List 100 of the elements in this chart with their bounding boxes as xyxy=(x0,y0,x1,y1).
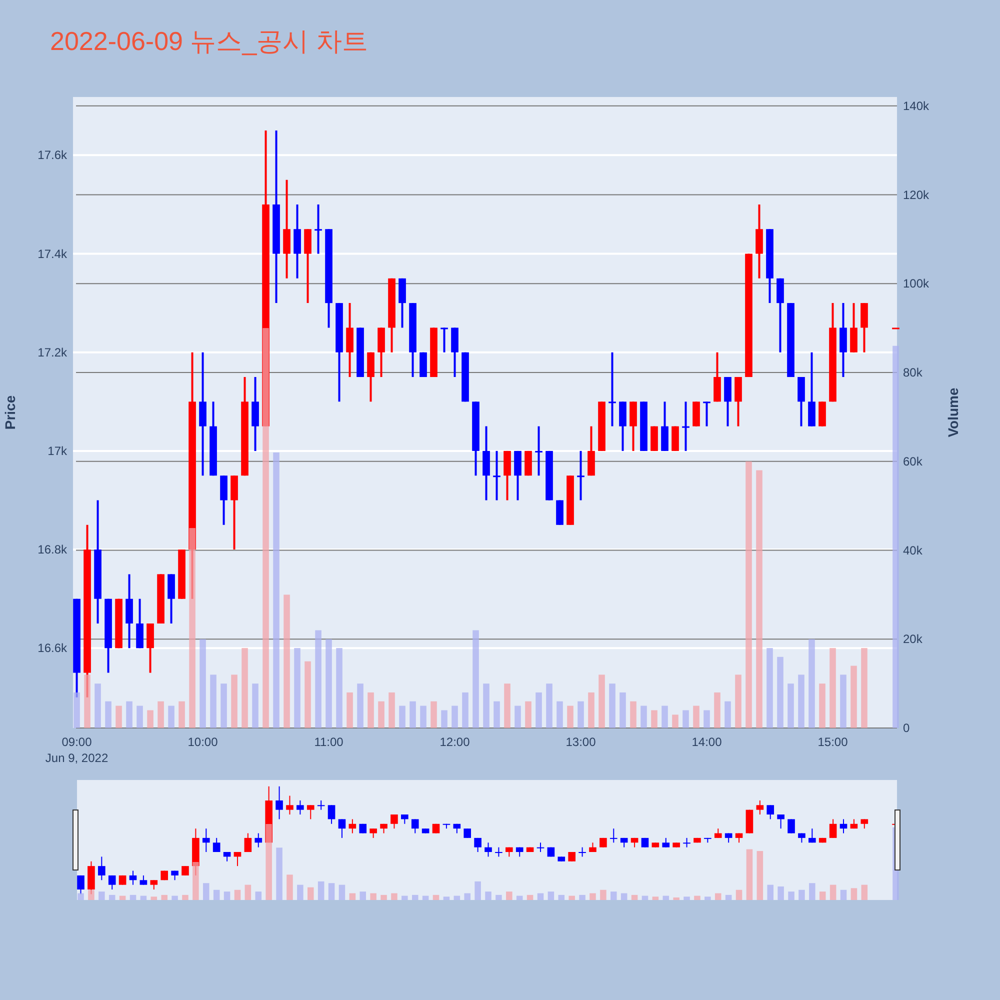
bar xyxy=(662,706,668,728)
candlestick xyxy=(608,351,616,428)
y2-axis-title: Volume xyxy=(945,388,961,438)
bar xyxy=(578,701,584,728)
bar xyxy=(735,674,742,728)
bar xyxy=(514,706,521,728)
bar xyxy=(840,674,846,728)
bar xyxy=(158,701,164,728)
x-tick-label: 12:00 xyxy=(440,735,470,749)
y-tick-label: 16.6k xyxy=(38,641,68,656)
bar xyxy=(304,661,311,728)
bar xyxy=(126,701,132,728)
bar xyxy=(724,701,731,728)
chart-title: 2022-06-09 뉴스_공시 차트 xyxy=(50,26,368,56)
bar xyxy=(200,639,206,728)
y2-tick-label: 100k xyxy=(903,276,930,291)
bar xyxy=(242,648,248,728)
y-tick-label: 17.2k xyxy=(38,345,68,360)
bar xyxy=(672,714,678,728)
bar xyxy=(410,701,416,728)
bar xyxy=(284,594,290,728)
bar xyxy=(756,470,762,728)
bar xyxy=(105,701,112,728)
bar xyxy=(252,684,258,728)
bar xyxy=(84,674,90,728)
bar xyxy=(788,684,794,728)
bar xyxy=(326,639,332,728)
bar xyxy=(494,701,500,728)
bar xyxy=(136,706,143,728)
bar xyxy=(178,701,185,728)
bar xyxy=(294,648,300,728)
y-tick-label: 16.8k xyxy=(38,542,68,557)
x-tick-label: 10:00 xyxy=(188,735,218,749)
bar xyxy=(766,648,773,728)
candlestick xyxy=(682,400,690,452)
y2-tick-label: 80k xyxy=(903,366,924,380)
y2-tick-label: 120k xyxy=(903,188,930,202)
bar xyxy=(704,710,710,728)
x-tick-label: 11:00 xyxy=(314,735,344,749)
y-tick-label: 17.4k xyxy=(38,246,68,261)
bar xyxy=(220,684,227,728)
bar xyxy=(147,710,154,728)
y2-tick-label: 0 xyxy=(903,721,910,735)
bar xyxy=(441,710,448,728)
bar xyxy=(556,701,563,728)
bar xyxy=(861,648,868,728)
bar xyxy=(388,692,395,728)
y-tick-label: 17k xyxy=(48,444,68,458)
bar xyxy=(850,666,857,728)
y-tick-label: 17.6k xyxy=(38,148,68,162)
bar xyxy=(598,674,605,728)
bar xyxy=(504,684,510,728)
bar xyxy=(357,684,364,728)
bar xyxy=(74,692,80,728)
bar xyxy=(640,706,647,728)
y2-tick-label: 20k xyxy=(903,632,924,646)
bar xyxy=(808,639,815,728)
bar xyxy=(346,692,353,728)
bar xyxy=(830,648,836,728)
bar xyxy=(210,674,216,728)
y2-tick-label: 140k xyxy=(903,98,930,113)
bar xyxy=(609,684,616,728)
bar xyxy=(777,656,784,728)
candlestick xyxy=(535,425,542,477)
bar xyxy=(525,701,532,728)
candlestick xyxy=(440,326,448,354)
bar xyxy=(620,692,626,728)
bar xyxy=(892,346,899,728)
bar xyxy=(368,692,374,728)
bar xyxy=(462,692,468,728)
bar xyxy=(399,706,406,728)
bar xyxy=(651,710,658,728)
y2-tick-label: 40k xyxy=(903,543,924,558)
bar xyxy=(116,706,122,728)
bar xyxy=(430,701,437,728)
bar xyxy=(273,452,280,728)
x-tick-label: 09:00 Jun 9, 2022 xyxy=(45,735,108,765)
bar xyxy=(588,692,594,728)
bar xyxy=(378,701,384,728)
bar xyxy=(693,706,700,728)
bar xyxy=(746,461,752,728)
bar xyxy=(819,684,826,728)
bar xyxy=(336,648,342,728)
y2-tick-label: 60k xyxy=(903,454,924,468)
y-axis-title: Price xyxy=(2,395,18,430)
candlestick xyxy=(577,450,584,502)
x-tick-label: 15:00 xyxy=(818,735,848,749)
bar xyxy=(567,706,574,728)
bar xyxy=(94,684,101,728)
x-tick-label: 13:00 xyxy=(566,735,596,749)
bar xyxy=(682,710,689,728)
x-tick-label: 14:00 xyxy=(692,735,722,749)
bar xyxy=(630,701,636,728)
candlestick xyxy=(703,400,710,428)
bar xyxy=(714,692,720,728)
bar xyxy=(546,684,552,728)
bar xyxy=(231,674,238,728)
bar xyxy=(168,706,174,728)
bar xyxy=(315,630,322,728)
bar xyxy=(452,706,458,728)
